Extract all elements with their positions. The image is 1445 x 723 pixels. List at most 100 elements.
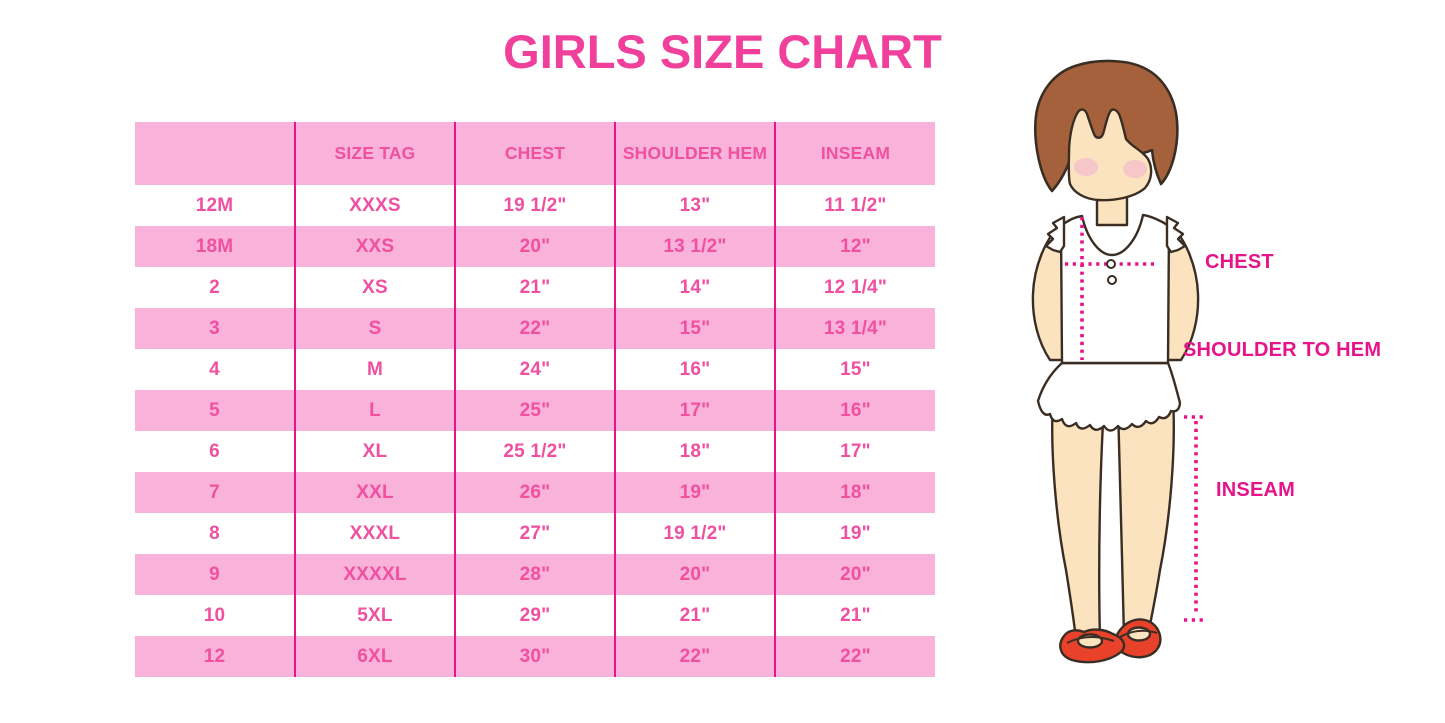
table-cell: 6XL [294, 636, 455, 677]
table-row: 9 XXXXL 28" 20" 20" [135, 554, 935, 595]
column-header-shoulder-hem: SHOULDER HEM [614, 122, 775, 185]
table-cell: 25 1/2" [454, 431, 615, 472]
table-row: 4 M 24" 16" 15" [135, 349, 935, 390]
table-row: 10 5XL 29" 21" 21" [135, 595, 935, 636]
table-header: SIZE TAG CHEST SHOULDER HEM INSEAM [135, 122, 935, 185]
girl-right-leg [1116, 398, 1175, 639]
table-cell: 16" [614, 349, 775, 390]
girl-left-shoulder-ruffle [1044, 215, 1066, 254]
chest-label: CHEST [1205, 251, 1274, 273]
table-cell: XS [294, 267, 455, 308]
table-cell: 12 [203, 645, 226, 667]
header-row: SIZE TAG CHEST SHOULDER HEM INSEAM [135, 122, 935, 185]
girl-skirt [1036, 361, 1182, 432]
table-row: 8 XXXL 27" 19 1/2" 19" [135, 513, 935, 554]
table-cell: XXXXL [294, 554, 455, 595]
table-cell: 19 1/2" [614, 513, 775, 554]
table-cell: 9 [209, 563, 220, 585]
table-cell: 24" [454, 349, 615, 390]
table-cell: XXS [294, 226, 455, 267]
table-cell: 28" [454, 554, 615, 595]
table-cell: 12 1/4" [774, 267, 935, 308]
table-cell: M [294, 349, 455, 390]
table-cell: 17" [614, 390, 775, 431]
table-cell: 22" [454, 308, 615, 349]
table-cell: 18" [774, 472, 935, 513]
girl-right-blush [1123, 160, 1147, 178]
page-title: GIRLS SIZE CHART [503, 25, 942, 78]
table-cell: 29" [454, 595, 615, 636]
table-row: 18M XXS 20" 13 1/2" 12" [135, 226, 935, 267]
table-cell: 20" [774, 554, 935, 595]
column-header-chest: CHEST [454, 122, 615, 185]
table-cell: 5 [209, 399, 220, 421]
table-cell: XXXS [294, 185, 455, 226]
table-cell: 22" [774, 636, 935, 677]
table-cell: 20" [614, 554, 775, 595]
girl-top-button-2 [1107, 275, 1117, 285]
table-cell: 12" [774, 226, 935, 267]
table-cell: 22" [614, 636, 775, 677]
table-row: 7 XXL 26" 19" 18" [135, 472, 935, 513]
table-row: 12M XXXS 19 1/2" 13" 11 1/2" [135, 185, 935, 226]
table-cell: 18" [614, 431, 775, 472]
table-cell: 11 1/2" [774, 185, 935, 226]
girl-left-blush [1074, 158, 1098, 176]
table-cell: 13 1/4" [774, 308, 935, 349]
table-cell: 30" [454, 636, 615, 677]
table-cell: 16" [774, 390, 935, 431]
table-row: 3 S 22" 15" 13 1/4" [135, 308, 935, 349]
table-cell: 15" [614, 308, 775, 349]
table-cell: 5XL [294, 595, 455, 636]
table-row: 12 6XL 30" 22" 22" [135, 636, 935, 677]
table-cell: 25" [454, 390, 615, 431]
table-cell: 21" [454, 267, 615, 308]
table-cell: 21" [614, 595, 775, 636]
shoulder-to-hem-label: SHOULDER TO HEM [1183, 339, 1382, 361]
table-cell: XXXL [294, 513, 455, 554]
table-cell: 27" [454, 513, 615, 554]
girl-right-foot-opening [1126, 626, 1152, 642]
table-cell: 4 [209, 358, 220, 380]
table-cell: 19" [774, 513, 935, 554]
table-cell: 3 [209, 317, 220, 339]
table-cell: 21" [774, 595, 935, 636]
table-cell: L [294, 390, 455, 431]
table-cell: 6 [209, 440, 220, 462]
table-cell: 26" [454, 472, 615, 513]
table-cell: S [294, 308, 455, 349]
table-cell: 17" [774, 431, 935, 472]
table-cell: 15" [774, 349, 935, 390]
table-body: 12M XXXS 19 1/2" 13" 11 1/2" 18M XXS 20" 13 1/2"… [135, 185, 935, 677]
column-header-size-tag: SIZE TAG [294, 122, 455, 185]
table-row: 2 XS 21" 14" 12 1/4" [135, 267, 935, 308]
size-chart-table: SIZE TAG CHEST SHOULDER HEM INSEAM 12M XXXS 1… [135, 122, 935, 677]
table-row: 6 XL 25 1/2" 18" 17" [135, 431, 935, 472]
table-cell: 12M [195, 194, 234, 216]
girl-right-shoe-strap [1119, 629, 1158, 638]
column-header-size [135, 122, 295, 185]
table-cell: XL [294, 431, 455, 472]
girl-left-leg [1051, 398, 1106, 642]
girl-top-button-1 [1106, 259, 1116, 269]
girl-right-shoulder-ruffle [1165, 215, 1187, 254]
girl-top [1059, 213, 1171, 365]
table-cell: 10 [203, 604, 226, 626]
table-cell: 19" [614, 472, 775, 513]
table-row: 5 L 25" 17" 16" [135, 390, 935, 431]
table-cell: 8 [209, 522, 220, 544]
table-cell: XXL [294, 472, 455, 513]
inseam-label: INSEAM [1216, 479, 1295, 501]
table-cell: 13" [614, 185, 775, 226]
table-cell: 13 1/2" [614, 226, 775, 267]
table-cell: 18M [195, 235, 234, 257]
girl-face [1067, 108, 1153, 202]
table-cell: 19 1/2" [454, 185, 615, 226]
table-cell: 20" [454, 226, 615, 267]
table-cell: 7 [209, 481, 220, 503]
table-cell: 14" [614, 267, 775, 308]
girl-left-shoe-strap [1066, 636, 1115, 644]
column-header-inseam: INSEAM [774, 122, 935, 185]
table-cell: 2 [209, 276, 220, 298]
